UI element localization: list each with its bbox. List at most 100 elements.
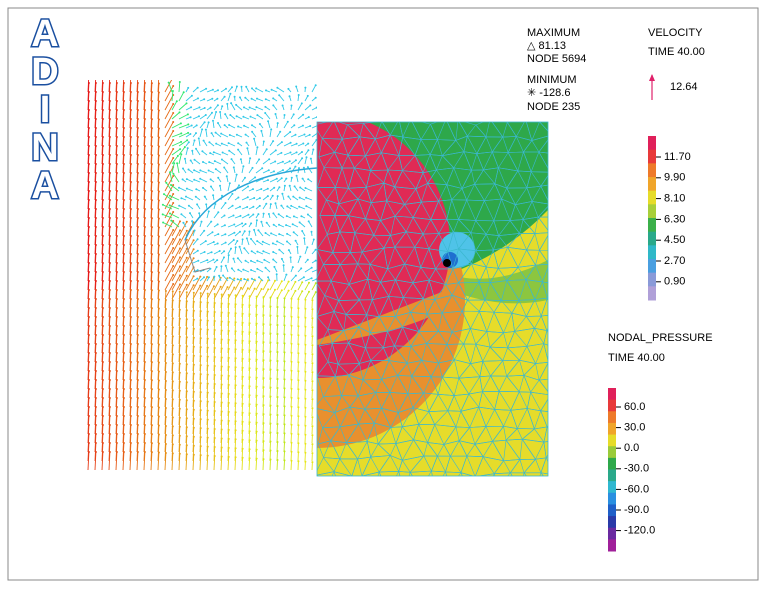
velocity-arrow-head [272, 212, 274, 214]
colorbar-segment [608, 446, 616, 458]
velocity-arrow-head [288, 249, 290, 251]
velocity-arrow-head [222, 152, 224, 154]
velocity-arrow [291, 434, 292, 443]
velocity-arrow [200, 170, 207, 173]
velocity-arrow-head [151, 298, 153, 300]
velocity-arrow [312, 85, 316, 92]
velocity-arrow-head [144, 118, 146, 120]
velocity-arrow [256, 88, 263, 92]
mesh-element [352, 476, 374, 491]
velocity-arrow-head [263, 386, 265, 388]
velocity-arrow-head [195, 188, 197, 190]
velocity-arrow-head [236, 240, 238, 242]
velocity-arrow-head [263, 431, 265, 433]
velocity-arrow-head [168, 82, 170, 84]
velocity-arrow-head [130, 244, 132, 246]
velocity-arrow-head [102, 181, 104, 183]
velocity-arrow-head [158, 308, 160, 310]
velocity-arrow-head [151, 307, 153, 309]
velocity-arrow [228, 183, 230, 191]
velocity-arrow-head [236, 174, 238, 176]
velocity-arrow-head [95, 343, 97, 345]
velocity-arrow-head [151, 244, 153, 246]
velocity-arrow-head [214, 356, 216, 358]
velocity-arrow-head [137, 442, 139, 444]
velocity-arrow-head [123, 181, 125, 183]
velocity-arrow-head [130, 451, 132, 453]
velocity-arrow-head [151, 451, 153, 453]
velocity-arrow-head [263, 141, 265, 143]
velocity-arrow-head [172, 211, 174, 213]
velocity-arrow-head [242, 340, 244, 342]
velocity-arrow-head [95, 253, 97, 255]
velocity-arrow-head [253, 197, 255, 199]
velocity-arrow-head [137, 334, 139, 336]
velocity-arrow-head [95, 388, 97, 390]
velocity-arrow-head [144, 91, 146, 93]
colorbar-label: 8.10 [664, 193, 685, 205]
velocity-arrow-head [158, 263, 160, 265]
velocity-arrow-head [199, 178, 201, 180]
velocity-arrow-head [263, 314, 265, 316]
velocity-arrow [284, 143, 291, 146]
velocity-arrow [242, 215, 249, 218]
velocity-arrow-head [242, 313, 244, 315]
velocity-arrow-head [290, 152, 292, 154]
velocity-arrow-head [297, 307, 299, 309]
velocity-arrow-head [191, 125, 193, 127]
velocity-arrow-head [311, 452, 313, 454]
colorbar-segment [608, 470, 616, 482]
velocity-arrow [165, 104, 173, 119]
velocity-arrow-head [263, 458, 265, 460]
velocity-arrow-head [158, 326, 160, 328]
velocity-arrow-head [273, 266, 275, 268]
velocity-arrow-head [158, 254, 160, 256]
velocity-arrow [291, 452, 292, 461]
velocity-arrow-head [219, 250, 221, 252]
velocity-arrow [200, 179, 207, 182]
velocity-arrow-head [242, 439, 244, 441]
colorbar-segment [608, 493, 616, 505]
velocity-arrow [291, 291, 295, 299]
velocity-arrow-head [277, 396, 279, 398]
velocity-arrow-head [228, 254, 230, 256]
colorbar-label: 30.0 [624, 422, 645, 434]
velocity-arrow-head [193, 391, 195, 393]
velocity-arrow-head [130, 379, 132, 381]
velocity-arrow-head [109, 334, 111, 336]
velocity-arrow-head [151, 442, 153, 444]
velocity-arrow-head [95, 217, 97, 219]
velocity-arrow-head [228, 339, 230, 341]
velocity-arrow-head [88, 181, 90, 183]
velocity-arrow-head [242, 403, 244, 405]
velocity-arrow-head [165, 407, 167, 409]
velocity-arrow-head [244, 97, 246, 99]
velocity-arrow-head [172, 139, 174, 141]
velocity-arrow-head [228, 411, 230, 413]
velocity-arrow-head [172, 371, 174, 373]
velocity-arrow-head [270, 333, 272, 335]
velocity-arrow [165, 275, 173, 290]
velocity-time: TIME 40.00 [648, 46, 705, 58]
velocity-arrow-head [307, 259, 309, 261]
velocity-arrow-head [221, 143, 223, 145]
velocity-arrow-head [214, 401, 216, 403]
colorbar-segment [648, 259, 656, 273]
velocity-arrow [165, 239, 173, 254]
colorbar-label: 6.30 [664, 213, 685, 225]
velocity-arrow-head [172, 389, 174, 391]
velocity-arrow [200, 231, 204, 236]
velocity-arrow-head [188, 169, 190, 171]
velocity-arrow-head [277, 414, 279, 416]
velocity-arrow-head [244, 230, 246, 232]
velocity-arrow [298, 103, 302, 110]
velocity-arrow-head [284, 432, 286, 434]
velocity-arrow [179, 276, 187, 290]
velocity-arrow-head [307, 166, 309, 168]
velocity-arrow-head [88, 226, 90, 228]
velocity-arrow-head [179, 435, 181, 437]
velocity-arrow [291, 206, 298, 209]
velocity-arrow-head [225, 202, 227, 204]
velocity-arrow-head [234, 96, 236, 98]
velocity-arrow-head [123, 361, 125, 363]
